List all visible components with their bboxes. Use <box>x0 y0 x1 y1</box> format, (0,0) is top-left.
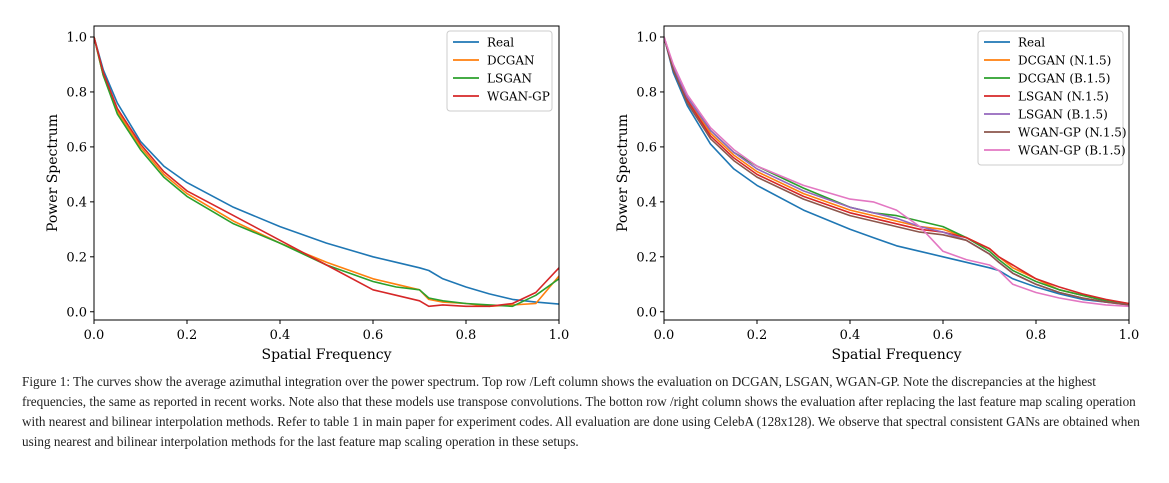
y-tick-label: 0.0 <box>636 305 657 320</box>
y-tick-label: 0.4 <box>636 195 657 210</box>
series-group <box>94 36 559 308</box>
x-tick-label: 0.4 <box>840 328 861 343</box>
x-tick-label: 0.8 <box>1026 328 1047 343</box>
legend-label: LSGAN (N.1.5) <box>1018 90 1109 104</box>
legend-box <box>977 30 1124 166</box>
x-tick-label: 0.6 <box>363 328 384 343</box>
x-axis-label: Spatial Frequency <box>832 347 962 363</box>
legend-label: Real <box>487 36 514 50</box>
legend-label: DCGAN (N.1.5) <box>1018 54 1111 68</box>
y-tick-label: 0.4 <box>66 195 87 210</box>
series-line-lsgan-n-1-5 <box>664 36 1129 305</box>
legend-label: DCGAN (B.1.5) <box>1018 72 1110 86</box>
series-line-wgan-gp-n-1-5 <box>664 36 1129 306</box>
y-tick-label: 0.8 <box>66 85 87 100</box>
series-group <box>664 36 1129 308</box>
legend-label: WGAN-GP (B.1.5) <box>1018 144 1126 158</box>
series-line-real <box>94 36 559 305</box>
y-tick-label: 0.8 <box>636 85 657 100</box>
x-tick-label: 0.2 <box>177 328 198 343</box>
left-chart: 0.0 0.2 0.4 0.6 0.8 1.0 0.0 0.2 0.4 0.6 0.8 1.0 Spat… <box>45 25 570 363</box>
y-tick-label: 0.6 <box>66 140 87 155</box>
x-tick-label: 0.8 <box>456 328 477 343</box>
series-line-lsgan <box>94 36 559 308</box>
plot-frame <box>93 25 560 321</box>
legend-label: DCGAN <box>487 54 535 68</box>
y-axis-label: Power Spectrum <box>45 114 61 232</box>
legend-label: LSGAN (B.1.5) <box>1018 108 1108 122</box>
series-line-wgan-gp <box>94 36 559 308</box>
y-tick-label: 0.2 <box>636 250 657 265</box>
x-tick-label: 0.0 <box>654 328 675 343</box>
x-tick-label: 0.0 <box>84 328 105 343</box>
y-tick-label: 0.2 <box>66 250 87 265</box>
legend: Real DCGAN LSGAN WGAN-GP <box>446 30 553 112</box>
legend-label: Real <box>1018 36 1045 50</box>
y-tick-label: 1.0 <box>66 30 87 45</box>
legend: Real DCGAN (N.1.5) DCGAN (B.1.5) LSGAN (N.1… <box>977 30 1127 166</box>
y-tick-label: 0.6 <box>636 140 657 155</box>
figure-caption: Figure 1: The curves show the average az… <box>22 374 1140 449</box>
x-tick-label: 0.4 <box>270 328 291 343</box>
x-tick-label: 1.0 <box>549 328 570 343</box>
legend-label: LSGAN <box>487 72 532 86</box>
x-tick-label: 0.6 <box>933 328 954 343</box>
x-tick-label: 1.0 <box>1119 328 1140 343</box>
y-axis-label: Power Spectrum <box>615 114 631 232</box>
x-axis-label: Spatial Frequency <box>262 347 392 363</box>
legend-box <box>446 30 553 112</box>
right-chart: 0.0 0.2 0.4 0.6 0.8 1.0 0.0 0.2 0.4 0.6 0.8 1.0 Spat… <box>615 25 1140 363</box>
series-line-wgan-gp-b-1-5 <box>664 36 1129 308</box>
legend-label: WGAN-GP (N.1.5) <box>1018 126 1127 140</box>
series-line-real <box>664 36 1129 305</box>
y-tick-label: 1.0 <box>636 30 657 45</box>
y-tick-label: 0.0 <box>66 305 87 320</box>
plot-frame <box>663 25 1130 321</box>
x-tick-label: 0.2 <box>747 328 768 343</box>
legend-label: WGAN-GP <box>487 90 550 104</box>
